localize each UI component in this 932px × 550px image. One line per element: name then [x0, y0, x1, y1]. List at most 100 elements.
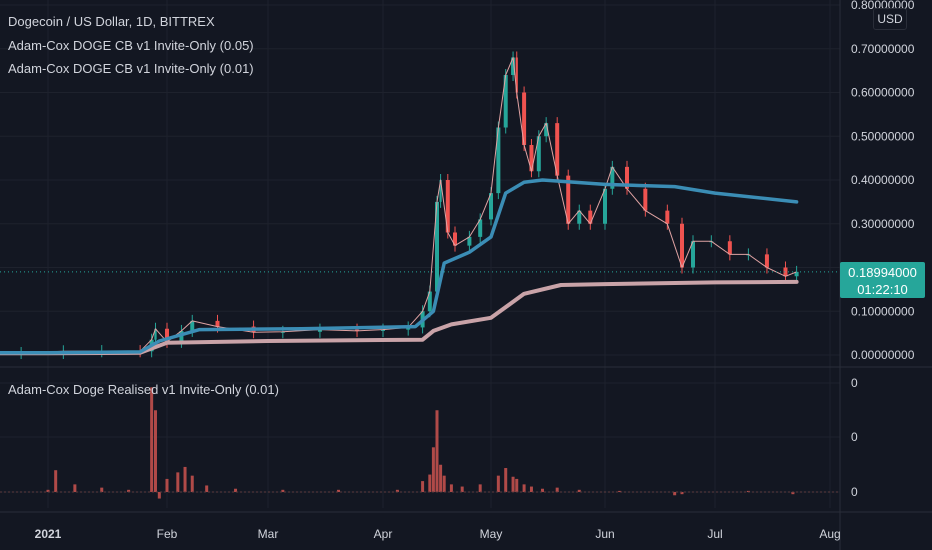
- upper-band-line[interactable]: [0, 178, 799, 355]
- price-axis-label: 0.00000000: [851, 348, 915, 362]
- price-candle[interactable]: [489, 193, 493, 220]
- realised-bar[interactable]: [395, 489, 399, 492]
- realised-bar[interactable]: [428, 474, 432, 492]
- realised-bar[interactable]: [449, 484, 453, 492]
- realised-bar[interactable]: [496, 475, 500, 492]
- price-candle[interactable]: [643, 188, 648, 211]
- price-candle[interactable]: [783, 267, 788, 277]
- sub-pane[interactable]: [0, 387, 840, 499]
- price-candle[interactable]: [680, 223, 684, 268]
- price-candle[interactable]: [529, 145, 534, 172]
- price-pane[interactable]: [0, 51, 840, 360]
- realised-bar[interactable]: [555, 487, 559, 492]
- price-candle[interactable]: [445, 180, 450, 233]
- price-candle[interactable]: [603, 188, 607, 224]
- realised-bar[interactable]: [577, 489, 581, 492]
- realised-bar[interactable]: [435, 410, 439, 492]
- realised-bar[interactable]: [421, 481, 425, 492]
- realised-bar[interactable]: [234, 488, 238, 492]
- price-candle[interactable]: [555, 123, 560, 176]
- indicator-legend-2[interactable]: Adam-Cox DOGE CB v1 Invite-Only (0.01): [8, 61, 254, 76]
- realised-bar[interactable]: [442, 475, 446, 492]
- sub-pane-title[interactable]: Adam-Cox Doge Realised v1 Invite-Only (0…: [8, 382, 279, 397]
- realised-bar[interactable]: [281, 489, 285, 492]
- realised-bar[interactable]: [673, 492, 677, 496]
- symbol-title[interactable]: Dogecoin / US Dollar, 1D, BITTREX: [8, 14, 215, 29]
- realised-bar[interactable]: [791, 492, 795, 495]
- price-candle[interactable]: [165, 328, 169, 342]
- realised-bar[interactable]: [165, 478, 169, 492]
- close-price-line[interactable]: [0, 57, 798, 354]
- sub-axis-label: 0: [851, 485, 858, 499]
- time-axis-label: 2021: [35, 527, 62, 541]
- price-candle[interactable]: [665, 210, 670, 224]
- realised-bar[interactable]: [127, 489, 131, 492]
- price-candle[interactable]: [453, 232, 457, 246]
- realised-bar[interactable]: [515, 478, 519, 492]
- price-axis-label: 0.70000000: [851, 42, 915, 56]
- price-candle[interactable]: [511, 57, 516, 76]
- realised-bar[interactable]: [504, 468, 508, 492]
- realised-bar[interactable]: [529, 486, 533, 492]
- time-axis-label: Jun: [595, 527, 614, 541]
- price-candle[interactable]: [764, 254, 769, 268]
- realised-bar[interactable]: [431, 447, 435, 492]
- realised-bar[interactable]: [511, 476, 515, 492]
- price-candle[interactable]: [522, 92, 527, 146]
- realised-bar[interactable]: [176, 472, 180, 492]
- price-candle[interactable]: [577, 210, 582, 224]
- price-candle[interactable]: [467, 236, 472, 246]
- price-candle[interactable]: [515, 57, 518, 93]
- price-candle[interactable]: [536, 136, 541, 172]
- price-candle[interactable]: [381, 329, 385, 331]
- price-candle[interactable]: [406, 327, 411, 330]
- realised-bar[interactable]: [73, 484, 77, 492]
- price-candle[interactable]: [427, 291, 432, 312]
- realised-bar[interactable]: [157, 492, 161, 499]
- realised-bar[interactable]: [150, 387, 154, 492]
- price-candle[interactable]: [503, 75, 508, 128]
- price-axis-label: 0.40000000: [851, 173, 915, 187]
- realised-bar[interactable]: [54, 470, 58, 492]
- price-candle[interactable]: [317, 329, 322, 332]
- realised-bar[interactable]: [540, 488, 544, 492]
- price-candle[interactable]: [280, 331, 285, 333]
- realised-bar[interactable]: [746, 490, 750, 492]
- price-candle[interactable]: [625, 166, 629, 189]
- realised-bar[interactable]: [460, 486, 464, 492]
- realised-bar[interactable]: [190, 475, 194, 492]
- price-candle[interactable]: [435, 201, 439, 292]
- realised-bar[interactable]: [478, 484, 482, 492]
- realised-bar[interactable]: [153, 410, 157, 492]
- price-candle[interactable]: [154, 328, 157, 340]
- price-candle[interactable]: [610, 166, 615, 189]
- price-candle[interactable]: [190, 320, 195, 331]
- last-price-value: 0.18994000: [848, 265, 917, 280]
- realised-bar[interactable]: [680, 492, 684, 495]
- realised-bar[interactable]: [439, 464, 443, 492]
- price-candle[interactable]: [355, 329, 360, 331]
- realised-bar[interactable]: [100, 487, 104, 492]
- realised-bar[interactable]: [205, 485, 209, 492]
- price-candle[interactable]: [691, 241, 695, 268]
- price-candle[interactable]: [588, 210, 593, 224]
- realised-bar[interactable]: [46, 489, 50, 492]
- realised-bar[interactable]: [522, 484, 526, 492]
- price-candle[interactable]: [544, 123, 549, 137]
- price-candle[interactable]: [794, 271, 799, 277]
- time-axis-label: Jul: [707, 527, 722, 541]
- price-candle[interactable]: [566, 175, 571, 224]
- price-axis-label: 0.50000000: [851, 129, 915, 143]
- currency-selector[interactable]: USD: [873, 8, 907, 30]
- price-candle[interactable]: [439, 180, 442, 202]
- price-candle[interactable]: [478, 219, 483, 237]
- realised-bar[interactable]: [618, 490, 622, 492]
- price-candle[interactable]: [496, 127, 501, 194]
- price-candle[interactable]: [727, 241, 732, 255]
- realised-bar[interactable]: [183, 466, 187, 492]
- realised-bar[interactable]: [336, 489, 340, 492]
- time-axis-label: Mar: [258, 527, 279, 541]
- price-candle[interactable]: [215, 320, 220, 327]
- indicator-legend-1[interactable]: Adam-Cox DOGE CB v1 Invite-Only (0.05): [8, 38, 254, 53]
